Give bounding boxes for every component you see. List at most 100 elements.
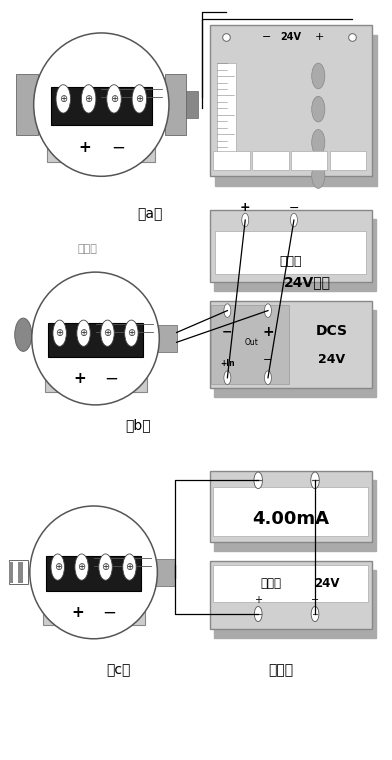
- FancyBboxPatch shape: [157, 325, 177, 352]
- FancyBboxPatch shape: [217, 63, 236, 154]
- Text: ⊕: ⊕: [78, 562, 86, 572]
- Circle shape: [312, 129, 325, 155]
- Circle shape: [123, 554, 136, 580]
- Text: ⊕: ⊕: [135, 94, 143, 104]
- Circle shape: [132, 84, 147, 113]
- FancyBboxPatch shape: [215, 231, 366, 274]
- FancyBboxPatch shape: [46, 556, 142, 591]
- Text: （a）: （a）: [137, 207, 162, 221]
- Circle shape: [311, 606, 319, 622]
- Text: −: −: [311, 595, 319, 606]
- Text: 24V: 24V: [314, 577, 339, 590]
- Circle shape: [265, 304, 271, 318]
- FancyBboxPatch shape: [291, 151, 327, 170]
- Text: ⊕: ⊕: [127, 328, 136, 338]
- Text: ⊕: ⊕: [54, 562, 62, 572]
- Text: −: −: [263, 355, 273, 365]
- Polygon shape: [214, 310, 376, 397]
- Text: +: +: [73, 371, 86, 386]
- FancyBboxPatch shape: [186, 91, 198, 119]
- FancyBboxPatch shape: [18, 562, 23, 583]
- Text: 4.00mA: 4.00mA: [252, 509, 329, 527]
- FancyBboxPatch shape: [210, 470, 372, 542]
- Circle shape: [254, 606, 262, 622]
- Text: ⊕: ⊕: [103, 328, 112, 338]
- Text: （c）: （c）: [107, 663, 131, 677]
- FancyBboxPatch shape: [51, 87, 152, 125]
- Text: +In: +In: [220, 359, 235, 368]
- Text: −: −: [261, 33, 271, 43]
- Text: Out: Out: [245, 338, 259, 347]
- FancyBboxPatch shape: [47, 91, 155, 162]
- Ellipse shape: [32, 272, 159, 405]
- Text: 24V电源: 24V电源: [283, 275, 330, 289]
- FancyBboxPatch shape: [9, 562, 13, 583]
- Circle shape: [311, 472, 319, 489]
- FancyBboxPatch shape: [252, 151, 289, 170]
- Circle shape: [101, 320, 114, 347]
- FancyBboxPatch shape: [45, 326, 147, 391]
- FancyBboxPatch shape: [155, 559, 175, 586]
- Text: −: −: [289, 201, 299, 214]
- Text: 24V: 24V: [280, 33, 301, 43]
- FancyBboxPatch shape: [210, 301, 372, 388]
- Circle shape: [312, 63, 325, 89]
- FancyBboxPatch shape: [43, 560, 145, 625]
- Circle shape: [56, 84, 71, 113]
- Text: −: −: [103, 603, 116, 621]
- Polygon shape: [214, 220, 376, 291]
- Text: 安全栅: 安全栅: [261, 577, 282, 590]
- FancyBboxPatch shape: [213, 487, 368, 536]
- Text: −: −: [222, 325, 232, 338]
- Circle shape: [15, 318, 32, 351]
- Circle shape: [53, 320, 66, 347]
- FancyBboxPatch shape: [210, 25, 372, 176]
- Circle shape: [51, 554, 64, 580]
- FancyBboxPatch shape: [213, 565, 368, 602]
- Text: +: +: [71, 605, 84, 619]
- Text: +: +: [240, 201, 250, 214]
- Circle shape: [224, 371, 231, 385]
- FancyBboxPatch shape: [210, 211, 372, 282]
- Ellipse shape: [30, 506, 157, 638]
- Polygon shape: [214, 570, 376, 638]
- Text: 显示器: 显示器: [279, 255, 302, 268]
- Text: +: +: [78, 140, 91, 155]
- FancyBboxPatch shape: [9, 560, 28, 584]
- Circle shape: [242, 214, 249, 226]
- FancyBboxPatch shape: [48, 322, 143, 357]
- Circle shape: [265, 371, 271, 385]
- Text: ⊕: ⊕: [59, 94, 67, 104]
- FancyBboxPatch shape: [13, 562, 18, 583]
- Text: ⊕: ⊕: [56, 328, 64, 338]
- FancyBboxPatch shape: [165, 74, 186, 135]
- FancyBboxPatch shape: [210, 561, 372, 629]
- Text: +: +: [262, 325, 274, 339]
- Text: −: −: [111, 138, 125, 157]
- FancyBboxPatch shape: [213, 151, 250, 170]
- Circle shape: [312, 97, 325, 122]
- Text: +: +: [254, 595, 262, 606]
- Text: +: +: [315, 33, 325, 43]
- Circle shape: [107, 84, 121, 113]
- Circle shape: [125, 320, 138, 347]
- Text: 电流表: 电流表: [269, 663, 294, 677]
- FancyBboxPatch shape: [23, 562, 27, 583]
- Circle shape: [75, 554, 88, 580]
- Polygon shape: [214, 35, 377, 186]
- Text: 变送器: 变送器: [78, 245, 98, 255]
- FancyBboxPatch shape: [211, 305, 289, 384]
- Circle shape: [312, 163, 325, 188]
- Text: ⊕: ⊕: [102, 562, 110, 572]
- Text: ⊕: ⊕: [110, 94, 118, 104]
- Text: ⊕: ⊕: [85, 94, 93, 104]
- Text: ⊕: ⊕: [125, 562, 134, 572]
- Circle shape: [99, 554, 112, 580]
- Text: 24V: 24V: [318, 353, 345, 366]
- Text: DCS: DCS: [315, 325, 347, 338]
- Text: （b）: （b）: [125, 418, 151, 432]
- Circle shape: [82, 84, 96, 113]
- Text: ⊕: ⊕: [80, 328, 88, 338]
- Ellipse shape: [34, 33, 169, 176]
- Circle shape: [77, 320, 90, 347]
